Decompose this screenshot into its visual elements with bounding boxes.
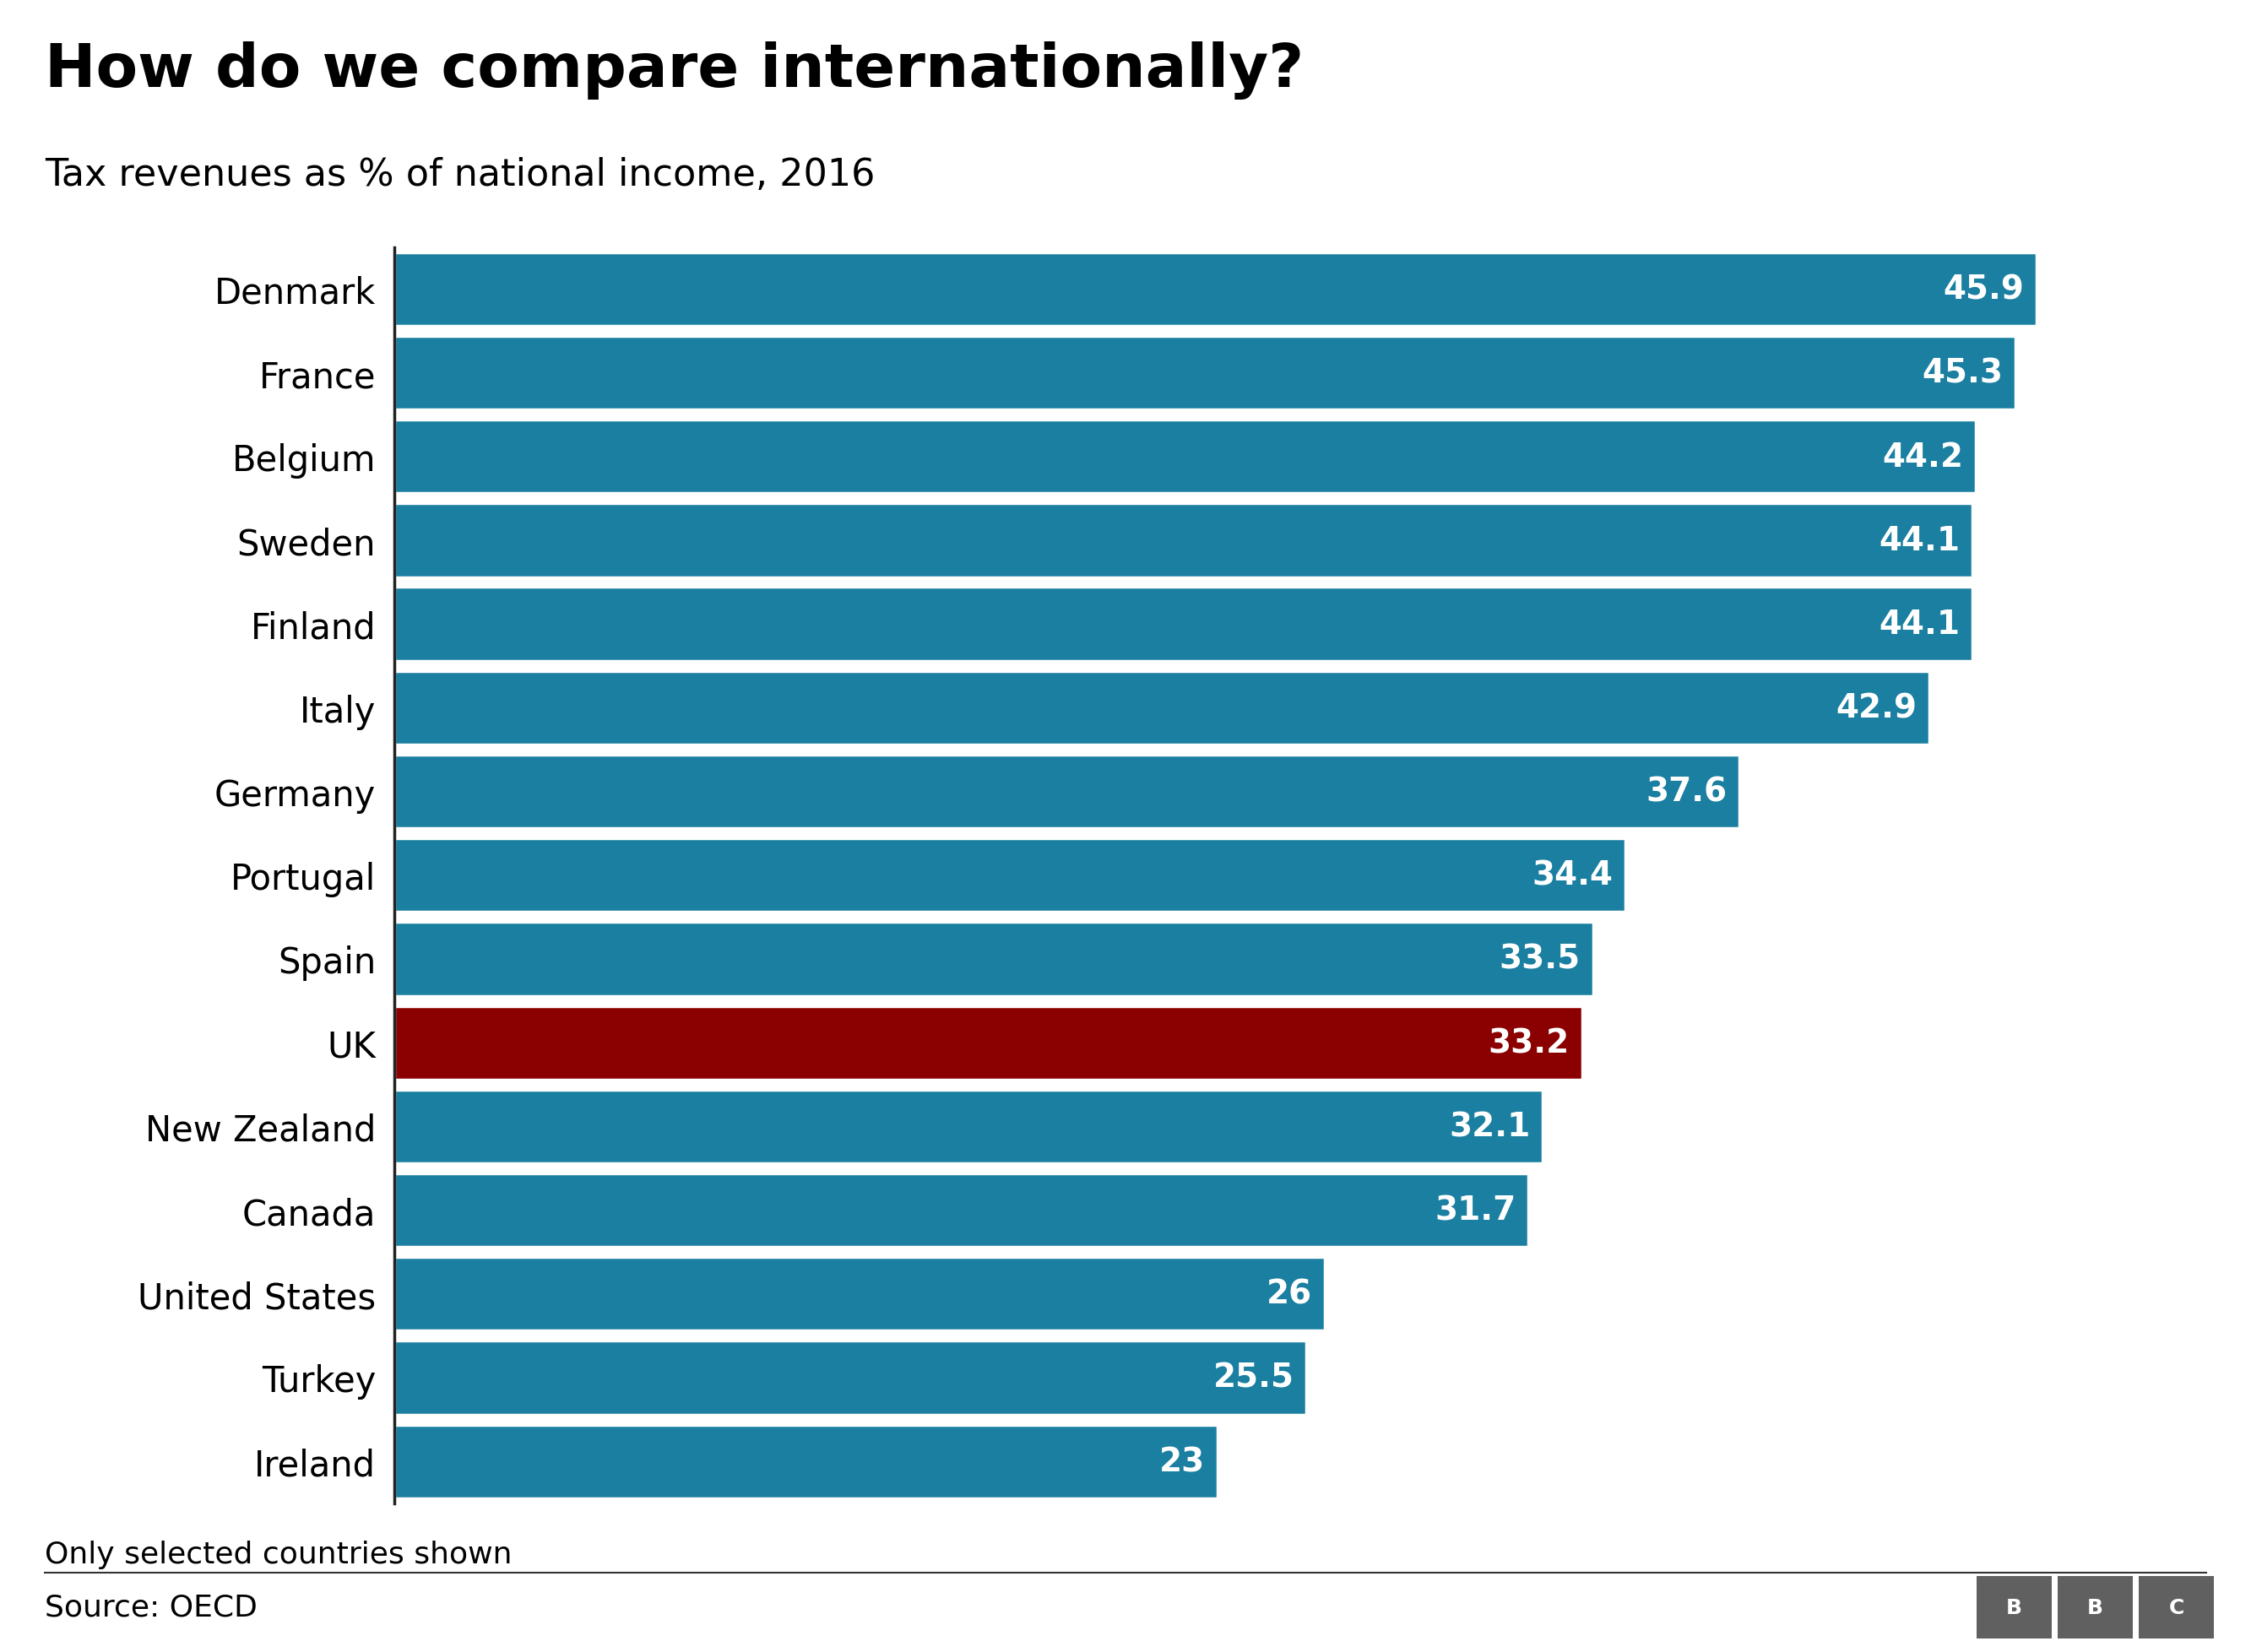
Bar — [1976, 1576, 2053, 1639]
Bar — [394, 1341, 1306, 1414]
Text: 25.5: 25.5 — [1213, 1361, 1294, 1394]
Bar — [2057, 1576, 2134, 1639]
Text: 31.7: 31.7 — [1434, 1194, 1515, 1226]
Bar — [394, 420, 1976, 494]
Bar — [394, 671, 1929, 745]
Bar — [394, 1257, 1324, 1332]
Bar — [394, 588, 1972, 661]
Text: 23: 23 — [1159, 1446, 1204, 1477]
Text: B: B — [2006, 1597, 2021, 1617]
Bar — [394, 337, 2015, 410]
Text: 32.1: 32.1 — [1450, 1110, 1531, 1143]
Text: C: C — [2168, 1597, 2183, 1617]
Bar — [394, 1006, 1582, 1080]
Text: B: B — [2087, 1597, 2102, 1617]
Bar — [394, 755, 1740, 829]
Text: 34.4: 34.4 — [1531, 859, 1612, 892]
Text: 44.1: 44.1 — [1880, 608, 1961, 641]
Text: Source: OECD: Source: OECD — [45, 1593, 257, 1621]
Bar — [394, 1090, 1542, 1163]
Text: 33.5: 33.5 — [1499, 943, 1580, 975]
Bar — [394, 504, 1972, 578]
Text: 44.2: 44.2 — [1882, 441, 1963, 472]
Text: 45.3: 45.3 — [1922, 357, 2003, 390]
Text: 44.1: 44.1 — [1880, 525, 1961, 557]
Text: 33.2: 33.2 — [1488, 1028, 1569, 1059]
Text: How do we compare internationally?: How do we compare internationally? — [45, 41, 1303, 99]
Bar — [394, 253, 2037, 327]
Text: 26: 26 — [1267, 1279, 1312, 1310]
Text: 42.9: 42.9 — [1837, 692, 1918, 724]
Bar — [394, 922, 1594, 996]
Bar — [394, 1173, 1528, 1247]
Bar — [2138, 1576, 2215, 1639]
Bar — [394, 1424, 1218, 1498]
Bar — [394, 839, 1625, 912]
Text: Only selected countries shown: Only selected countries shown — [45, 1540, 513, 1568]
Text: 37.6: 37.6 — [1645, 776, 1727, 808]
Text: 45.9: 45.9 — [1943, 274, 2024, 306]
Text: Tax revenues as % of national income, 2016: Tax revenues as % of national income, 20… — [45, 157, 876, 193]
